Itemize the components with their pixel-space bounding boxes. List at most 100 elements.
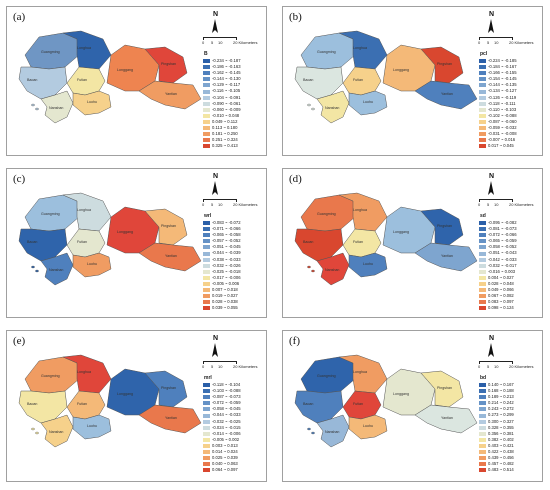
legend-range: 0.189 ~ 0.213 — [488, 394, 514, 400]
district-label: Nanshan — [325, 106, 339, 110]
legend-range: 0.243 ~ 0.272 — [488, 406, 514, 412]
legend-swatch — [479, 450, 486, 455]
legend-item: 0.214 ~ 0.242 — [479, 400, 542, 406]
legend-range: -0.144 ~ -0.135 — [488, 82, 517, 88]
legend-swatch — [479, 300, 486, 305]
district-label: Pingshan — [161, 62, 176, 66]
district-label: Futian — [353, 78, 363, 82]
legend-range: -0.224 ~ -0.185 — [488, 57, 517, 63]
legend-range: 0.017 ~ 0.045 — [488, 143, 514, 149]
legend-item: -0.014 ~ -0.006 — [203, 431, 266, 437]
legend-item: 0.325 ~ 0.413 — [203, 143, 266, 149]
legend-item: -0.024 ~ -0.015 — [203, 424, 266, 431]
map-panel: (f) N 0 5 10 20 Kilometers Guangming Longhua Bao… — [282, 330, 543, 482]
district-label: Futian — [77, 240, 87, 244]
district-label: Yantian — [441, 92, 453, 96]
legend-swatch — [203, 113, 210, 118]
map-panel: (d) N 0 5 10 20 Kilometers Guangming Longhua Bao… — [282, 168, 543, 318]
district-region — [348, 90, 388, 116]
legend-item: -0.051 ~ -0.045 — [203, 244, 266, 250]
legend-range: -0.024 ~ -0.015 — [212, 424, 241, 430]
legend-range: -0.005 ~ 0.006 — [212, 280, 240, 286]
legend-range: -0.087 ~ -0.073 — [212, 394, 241, 400]
legend-range: -0.129 ~ -0.117 — [212, 82, 241, 88]
legend-range: 0.040 ~ 0.063 — [212, 461, 238, 467]
legend-range: -0.051 ~ -0.045 — [212, 244, 241, 250]
legend-range: -0.058 ~ -0.052 — [488, 244, 517, 250]
legend-range: -0.184 ~ -0.167 — [488, 64, 517, 70]
legend-range: 0.356 ~ 0.381 — [488, 430, 514, 436]
legend-swatch — [203, 107, 210, 112]
legend-swatch — [479, 383, 486, 388]
legend-swatch — [479, 221, 486, 226]
district-map: Guangming Longhua Baoan Nanshan Futian Luohu L… — [294, 354, 478, 448]
legend-swatch — [479, 132, 486, 137]
island — [35, 269, 39, 273]
district-label: Longgang — [117, 230, 133, 234]
north-letter: N — [213, 11, 219, 18]
legend-item: -0.186 ~ -0.163 — [203, 64, 266, 70]
legend-swatch — [203, 233, 210, 238]
scale-tick-label: 20 Kilometers — [233, 40, 258, 45]
legend-item: -0.144 ~ -0.130 — [203, 76, 266, 82]
legend-swatch — [203, 456, 210, 461]
district-region — [138, 80, 202, 110]
legend-swatch — [203, 71, 210, 76]
north-letter: N — [489, 335, 495, 342]
legend-swatch — [203, 263, 210, 268]
legend-range: -0.118 ~ -0.104 — [212, 381, 241, 387]
legend-range: -0.060 ~ -0.009 — [212, 106, 241, 112]
legend-range: 0.049 ~ 0.112 — [212, 118, 238, 124]
legend: B -0.234 ~ -0.187 -0.186 ~ -0.163 -0.162 ~ … — [203, 51, 266, 149]
scale-tick-label: 0 — [202, 40, 205, 45]
scale-tick-label: 10 — [494, 364, 499, 369]
scale-tick-label: 10 — [218, 40, 223, 45]
legend-range: -0.005 ~ 0.002 — [212, 436, 240, 442]
north-arrow-icon: N — [483, 173, 503, 197]
legend-range: -0.087 ~ -0.060 — [488, 118, 517, 124]
legend-item: -0.126 ~ -0.119 — [479, 95, 542, 101]
island — [31, 265, 35, 269]
legend-swatch — [479, 83, 486, 88]
legend-item: -0.118 ~ -0.104 — [203, 381, 266, 388]
legend-item: -0.116 ~ -0.105 — [203, 88, 266, 94]
legend-range: 0.422 ~ 0.438 — [488, 448, 514, 454]
legend-item: 0.040 ~ 0.063 — [203, 461, 266, 467]
legend-swatch — [479, 294, 486, 299]
legend-swatch — [479, 251, 486, 256]
island — [311, 107, 315, 111]
legend-swatch — [479, 456, 486, 461]
district-label: Longhua — [77, 46, 91, 50]
district-label: Baoan — [27, 78, 37, 82]
legend-swatch — [203, 257, 210, 262]
legend-swatch — [203, 281, 210, 286]
legend-range: 0.457 ~ 0.482 — [488, 461, 514, 467]
district-region — [144, 208, 188, 246]
legend-title: sd — [480, 213, 486, 219]
legend-swatch — [203, 89, 210, 94]
district-region — [294, 66, 344, 100]
north-arrow-icon: N — [483, 335, 503, 359]
legend-swatch — [203, 227, 210, 232]
legend-item: 0.439 ~ 0.456 — [479, 455, 542, 461]
legend-swatch — [479, 59, 486, 64]
north-letter: N — [213, 173, 219, 180]
district-region — [414, 404, 478, 434]
legend-swatch — [479, 395, 486, 400]
map-panel: (b) N 0 5 10 20 Kilometers Guangming Longhua Bao… — [282, 6, 543, 156]
legend-title: mrl — [204, 375, 212, 381]
legend-item: -0.065 ~ -0.058 — [203, 232, 266, 238]
legend-title: pcl — [480, 51, 488, 57]
district-region — [72, 252, 112, 278]
panel-label: (f) — [289, 335, 300, 347]
legend-swatch — [479, 431, 486, 436]
legend-range: -0.057 ~ -0.052 — [212, 238, 241, 244]
legend-swatch — [479, 419, 486, 424]
scale-bar: 0 5 10 20 Kilometers — [478, 199, 539, 209]
legend-range: 0.168 ~ 0.188 — [488, 388, 514, 394]
legend-range: 0.028 ~ 0.038 — [212, 299, 238, 305]
legend-range: -0.071 ~ -0.066 — [212, 226, 241, 232]
legend-item: -0.224 ~ -0.185 — [479, 57, 542, 64]
legend: sd -0.095 ~ -0.082 -0.081 ~ -0.073 -0.072 ~… — [479, 213, 542, 311]
district-region — [316, 90, 350, 124]
